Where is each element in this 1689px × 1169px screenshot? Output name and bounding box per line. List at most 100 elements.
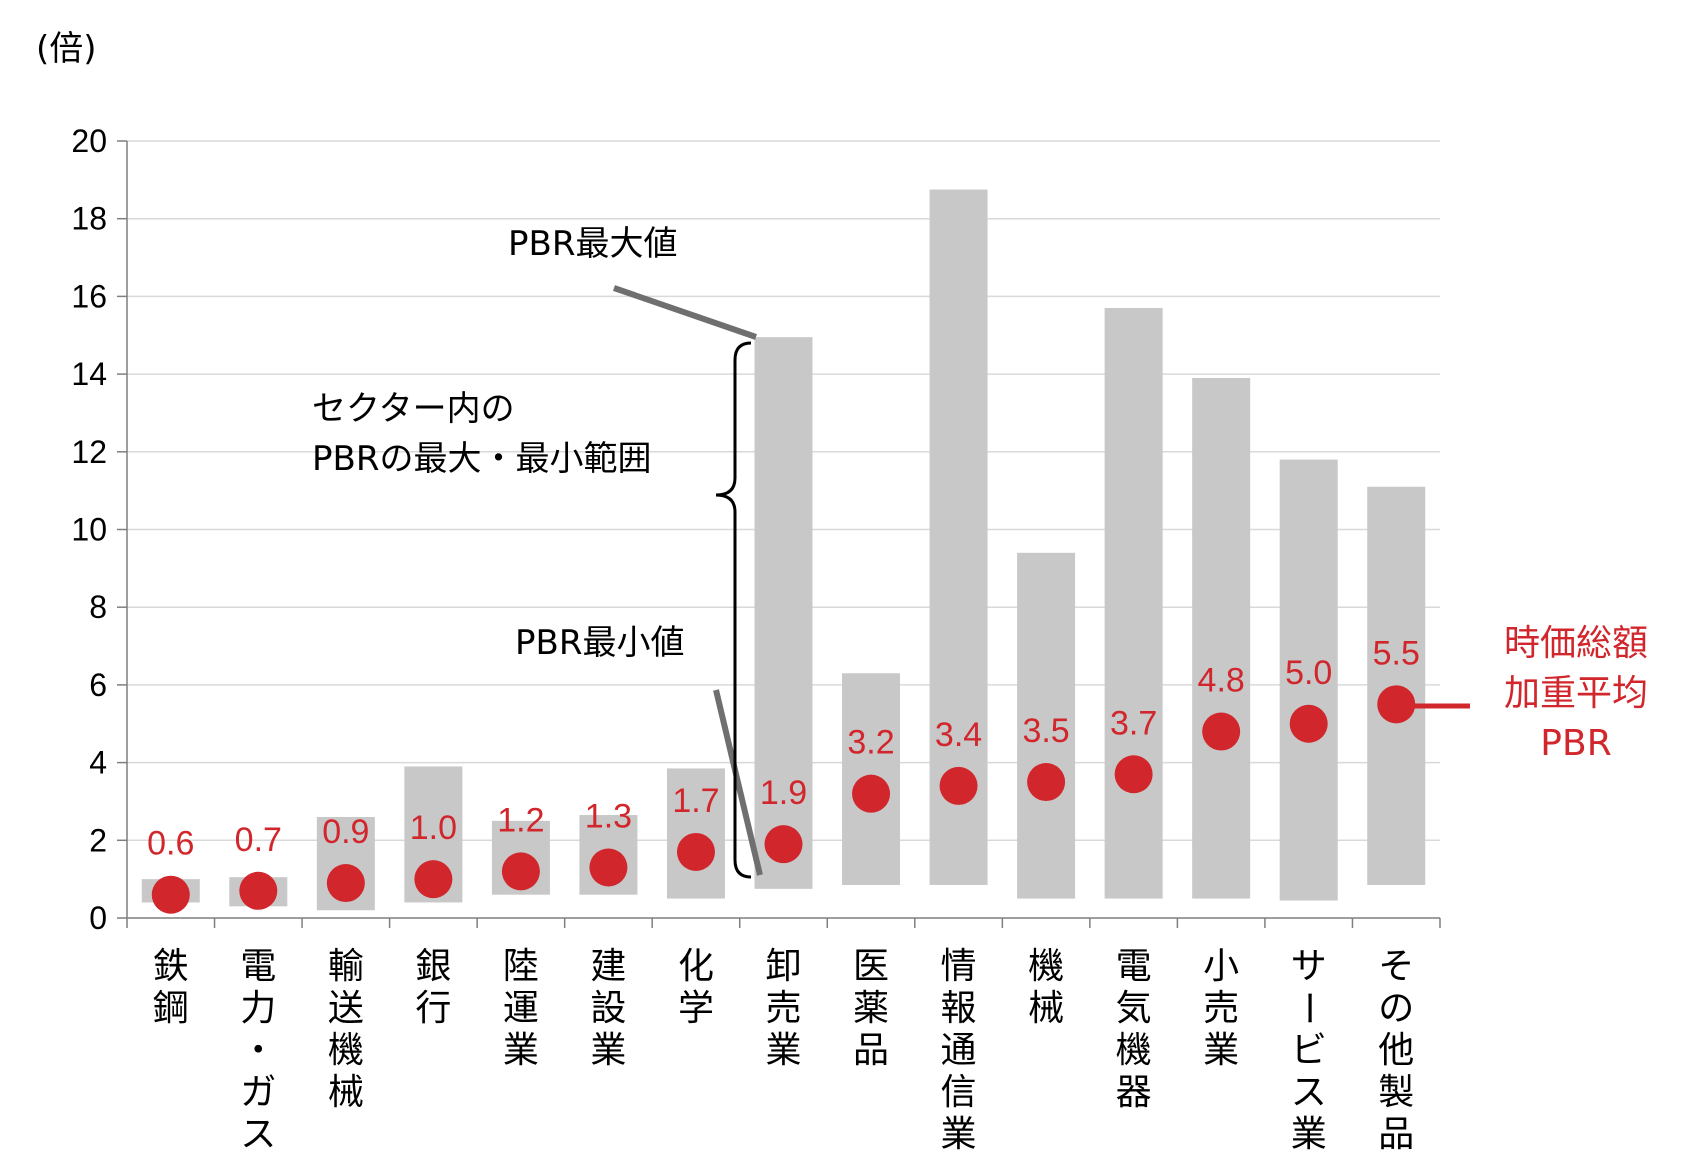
y-tick-label: 16	[71, 278, 107, 314]
value-label: 3.4	[935, 716, 982, 754]
range-bar	[1104, 308, 1163, 899]
category-label-char: 業	[1291, 1114, 1327, 1155]
y-tick-label: 10	[71, 512, 107, 548]
category-label-char: 器	[1116, 1072, 1152, 1113]
category-label-char: 売	[765, 988, 801, 1029]
category-label-char: ビ	[1291, 1030, 1327, 1071]
legend-line-2: 加重平均	[1504, 673, 1648, 714]
y-tick-label: 14	[71, 356, 107, 392]
category-label-char: 小	[1203, 946, 1239, 987]
category-label-char: 信	[941, 1072, 977, 1113]
avg-marker	[1289, 704, 1328, 743]
category-label-char: 運	[503, 988, 539, 1029]
max-pointer-line	[613, 285, 757, 340]
avg-marker	[852, 774, 891, 813]
category-label-char: 行	[415, 988, 451, 1029]
category-label-char: 売	[1203, 988, 1239, 1029]
category-label-char: 械	[1028, 988, 1064, 1029]
min-annotation: PBR最小値	[515, 623, 684, 663]
value-label: 4.8	[1198, 662, 1245, 700]
range-bars	[141, 189, 1426, 911]
legend-line-1: 時価総額	[1504, 623, 1648, 664]
category-label-char: 業	[503, 1030, 539, 1071]
annotations: PBR最大値 PBR最小値 セクター内の PBRの最大・最小範囲	[312, 224, 763, 879]
range-annotation-line1: セクター内の	[312, 389, 515, 429]
category-label-char: ・	[240, 1030, 276, 1071]
value-label: 0.9	[322, 813, 369, 851]
range-bar	[1279, 459, 1338, 901]
category-label-char: 送	[328, 988, 364, 1029]
category-label-char: 品	[1378, 1114, 1414, 1155]
category-label-char: 卸	[765, 946, 801, 987]
category-label-char: の	[1378, 988, 1414, 1029]
value-label: 5.0	[1285, 654, 1332, 692]
y-tick-label: 6	[89, 667, 107, 703]
legend-line-3: PBR	[1540, 723, 1611, 764]
unit-label: (倍)	[36, 29, 97, 69]
value-label: 3.2	[847, 724, 894, 762]
category-label-char: 業	[1203, 1030, 1239, 1071]
value-label: 3.7	[1110, 704, 1157, 742]
avg-marker	[326, 864, 365, 903]
category-labels: 鉄鋼電力・ガス輸送機械銀行陸運業建設業化学卸売業医薬品情報通信業機械電気機器小売…	[153, 946, 1414, 1155]
range-bar	[1192, 377, 1251, 899]
category-label-char: 建	[590, 946, 626, 987]
category-label-char: 鋼	[153, 988, 189, 1029]
avg-marker	[1114, 755, 1153, 794]
category-label-char: 薬	[853, 988, 889, 1029]
avg-marker	[239, 871, 278, 910]
category-label-char: 機	[328, 1030, 364, 1071]
category-label-char: 情	[941, 946, 977, 987]
value-label: 1.2	[497, 801, 544, 839]
max-annotation: PBR最大値	[508, 224, 677, 264]
avg-marker	[939, 766, 978, 805]
value-label: 3.5	[1022, 712, 1069, 750]
category-label-char: 化	[678, 946, 714, 987]
range-brace	[715, 341, 752, 879]
category-label-char: 業	[765, 1030, 801, 1071]
y-tick-label: 20	[71, 123, 107, 159]
avg-marker	[501, 852, 540, 891]
value-label: 0.6	[147, 825, 194, 863]
category-label-char: 力	[240, 988, 276, 1029]
category-label-char: サ	[1291, 946, 1327, 987]
value-label: 0.7	[235, 821, 282, 859]
category-label-char: 械	[328, 1072, 364, 1113]
category-label-char: 機	[1028, 946, 1064, 987]
value-label: 5.5	[1373, 634, 1420, 672]
avg-marker	[676, 832, 715, 871]
category-label-char: ガ	[240, 1072, 276, 1113]
min-pointer-line	[713, 689, 763, 876]
range-bar	[754, 337, 813, 889]
avg-marker	[1377, 685, 1416, 724]
value-labels: 0.6 0.7 0.9 1.0 1.2 1.3 1.7 1.9 3.2 3.4 3.5 3.7 4.8 5…	[147, 634, 1420, 862]
category-label-char: 報	[941, 988, 977, 1029]
y-tick-label: 4	[89, 745, 107, 781]
category-label-char: 鉄	[153, 946, 189, 987]
category-label-char: 電	[240, 946, 276, 987]
category-label-char: 製	[1378, 1072, 1414, 1113]
category-label-char: ス	[1291, 1072, 1327, 1113]
range-bar	[1017, 552, 1076, 899]
category-label-char: 銀	[415, 946, 451, 987]
category-label-char: 電	[1116, 946, 1152, 987]
weighted-avg-markers	[151, 685, 1416, 914]
avg-marker	[414, 860, 453, 899]
value-label: 1.3	[585, 797, 632, 835]
category-label-char: 通	[941, 1030, 977, 1071]
category-label-char: ー	[1288, 990, 1329, 1026]
category-label-char: 医	[853, 946, 889, 987]
avg-marker	[589, 848, 628, 887]
y-tick-label: 0	[89, 900, 107, 936]
category-label-char: 業	[941, 1114, 977, 1155]
y-tick-label: 2	[89, 822, 107, 858]
avg-marker	[1202, 712, 1241, 751]
category-label-char: 機	[1116, 1030, 1152, 1071]
category-label-char: 業	[590, 1030, 626, 1071]
avg-marker	[151, 875, 190, 914]
y-tick-label: 12	[71, 434, 107, 470]
y-tick-label: 8	[89, 589, 107, 625]
category-label-char: 他	[1378, 1030, 1414, 1071]
category-label-char: ス	[240, 1114, 276, 1155]
category-label-char: 輸	[328, 946, 364, 987]
